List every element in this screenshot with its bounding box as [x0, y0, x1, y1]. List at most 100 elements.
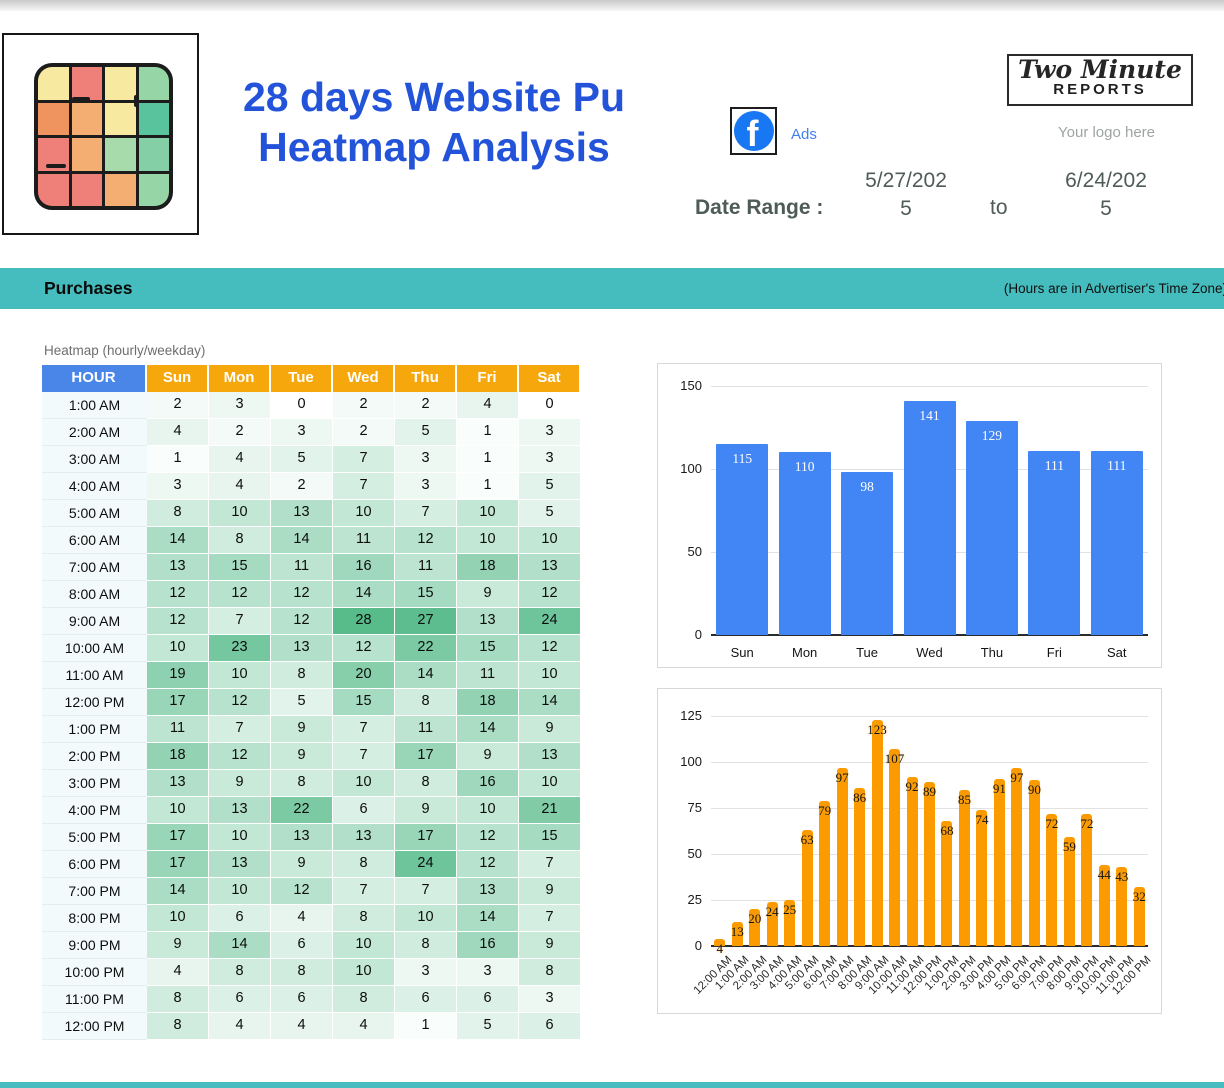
hour-row-label: 12:00 PM	[42, 1013, 147, 1040]
heatmap-cell: 3	[147, 473, 209, 500]
logo-grid-cell	[105, 67, 136, 100]
heatmap-cell: 17	[147, 851, 209, 878]
hour-row-label: 8:00 PM	[42, 905, 147, 932]
heatmap-cell: 5	[271, 689, 333, 716]
hour-row-label: 4:00 PM	[42, 797, 147, 824]
bar-value-label: 111	[1107, 457, 1127, 473]
y-axis-tick-label: 0	[694, 938, 702, 953]
heatmap-cell: 0	[271, 392, 333, 419]
heatmap-cell: 7	[209, 608, 271, 635]
bar	[906, 776, 918, 946]
x-axis-category-label: Tue	[856, 645, 879, 660]
heatmap-cell: 16	[333, 554, 395, 581]
heatmap-cell: 0	[519, 392, 581, 419]
bar-value-label: 110	[794, 459, 815, 475]
heatmap-cell: 13	[457, 878, 519, 905]
bar	[871, 719, 883, 946]
logo-grid-cell	[38, 173, 69, 206]
heatmap-cell: 13	[147, 554, 209, 581]
heatmap-cell: 22	[271, 797, 333, 824]
heatmap-cell: 15	[209, 554, 271, 581]
bar-value-label: 107	[884, 751, 905, 767]
heatmap-cell: 14	[333, 581, 395, 608]
brand-logo-reports: REPORTS	[1053, 80, 1147, 98]
heatmap-cell: 14	[519, 689, 581, 716]
heatmap-cell: 9	[519, 932, 581, 959]
logo-grid-cell	[71, 173, 102, 206]
heatmap-cell: 4	[209, 446, 271, 473]
heatmap-cell: 10	[147, 797, 209, 824]
heatmap-cell: 7	[333, 446, 395, 473]
bar-value-label: 89	[923, 784, 936, 800]
heatmap-cell: 8	[395, 932, 457, 959]
logo-placeholder-text: Your logo here	[1058, 124, 1156, 141]
heatmap-cell: 3	[209, 392, 271, 419]
heatmap-cell: 10	[519, 662, 581, 689]
logo-grid-cell	[138, 138, 169, 171]
x-axis-category-label: Sat	[1107, 645, 1127, 660]
heatmap-cell: 8	[395, 770, 457, 797]
heatmap-cell: 13	[333, 824, 395, 851]
heatmap-cell: 8	[147, 986, 209, 1013]
heatmap-cell: 1	[457, 419, 519, 446]
logo-grid-cell	[105, 138, 136, 171]
bar-value-label: 141	[919, 407, 940, 423]
heatmap-cell: 15	[457, 635, 519, 662]
heatmap-cell: 8	[271, 662, 333, 689]
x-axis-line	[711, 634, 1148, 636]
heatmap-cell: 15	[395, 581, 457, 608]
heatmap-cell: 4	[457, 392, 519, 419]
heatmap-cell: 3	[395, 473, 457, 500]
bar-value-label: 44	[1097, 867, 1111, 883]
brand-logo-script: Two Minute	[1018, 55, 1182, 84]
x-axis-category-label: Thu	[980, 645, 1004, 660]
bar-value-label: 123	[867, 721, 887, 737]
bar-value-label: 97	[1010, 769, 1024, 785]
heatmap-cell: 10	[457, 797, 519, 824]
logo-dash-mark	[46, 164, 66, 168]
heatmap-cell: 14	[209, 932, 271, 959]
heatmap-cell: 17	[395, 743, 457, 770]
heatmap-cell: 2	[333, 419, 395, 446]
heatmap-cell: 4	[209, 1013, 271, 1040]
day-column-header: Fri	[457, 365, 519, 392]
heatmap-cell: 10	[395, 905, 457, 932]
heatmap-cell: 6	[457, 986, 519, 1013]
bar	[731, 922, 743, 946]
heatmap-cell: 10	[333, 770, 395, 797]
heatmap-cell: 13	[209, 851, 271, 878]
section-title: Purchases	[44, 278, 133, 298]
heatmap-cell: 9	[395, 797, 457, 824]
heatmap-cell: 11	[271, 554, 333, 581]
hour-row-label: 11:00 PM	[42, 986, 147, 1013]
x-axis-category-label: Mon	[791, 645, 818, 660]
hour-column-header: HOUR	[42, 365, 147, 392]
x-axis-line	[711, 945, 1148, 947]
date-range-end: 6/24/202 5	[1065, 169, 1147, 221]
chart-plot-area: 0 50 100 150 115 Sun 110 Mon 98 Tue 141 Wed 129 Thu 11…	[680, 378, 1148, 660]
daily-purchases-bar-chart: 0 50 100 150 115 Sun 110 Mon 98 Tue 141 Wed 129 Thu 11…	[657, 363, 1162, 668]
heatmap-cell: 11	[333, 527, 395, 554]
heatmap-cell: 3	[519, 419, 581, 446]
x-axis-category-label: Fri	[1046, 645, 1062, 660]
heatmap-cell: 12	[457, 851, 519, 878]
heatmap-cell: 3	[271, 419, 333, 446]
heatmap-cell: 12	[519, 635, 581, 662]
heatmap-cell: 5	[271, 446, 333, 473]
heatmap-cell: 13	[147, 770, 209, 797]
logo-grid-cell	[38, 67, 69, 100]
heatmap-cell: 6	[519, 1013, 581, 1040]
heatmap-cell: 5	[519, 500, 581, 527]
heatmap-cell: 22	[395, 635, 457, 662]
bar-value-label: 72	[1080, 815, 1094, 831]
heatmap-cell: 9	[271, 851, 333, 878]
gridline	[711, 716, 1148, 717]
report-logo-box	[2, 33, 199, 235]
y-axis-tick-label: 100	[680, 754, 702, 769]
top-gradient-strip	[0, 0, 1224, 11]
heatmap-cell: 4	[147, 959, 209, 986]
heatmap-cell: 6	[333, 797, 395, 824]
bar	[716, 444, 769, 635]
heatmap-cell: 6	[209, 905, 271, 932]
heatmap-cell: 12	[457, 824, 519, 851]
